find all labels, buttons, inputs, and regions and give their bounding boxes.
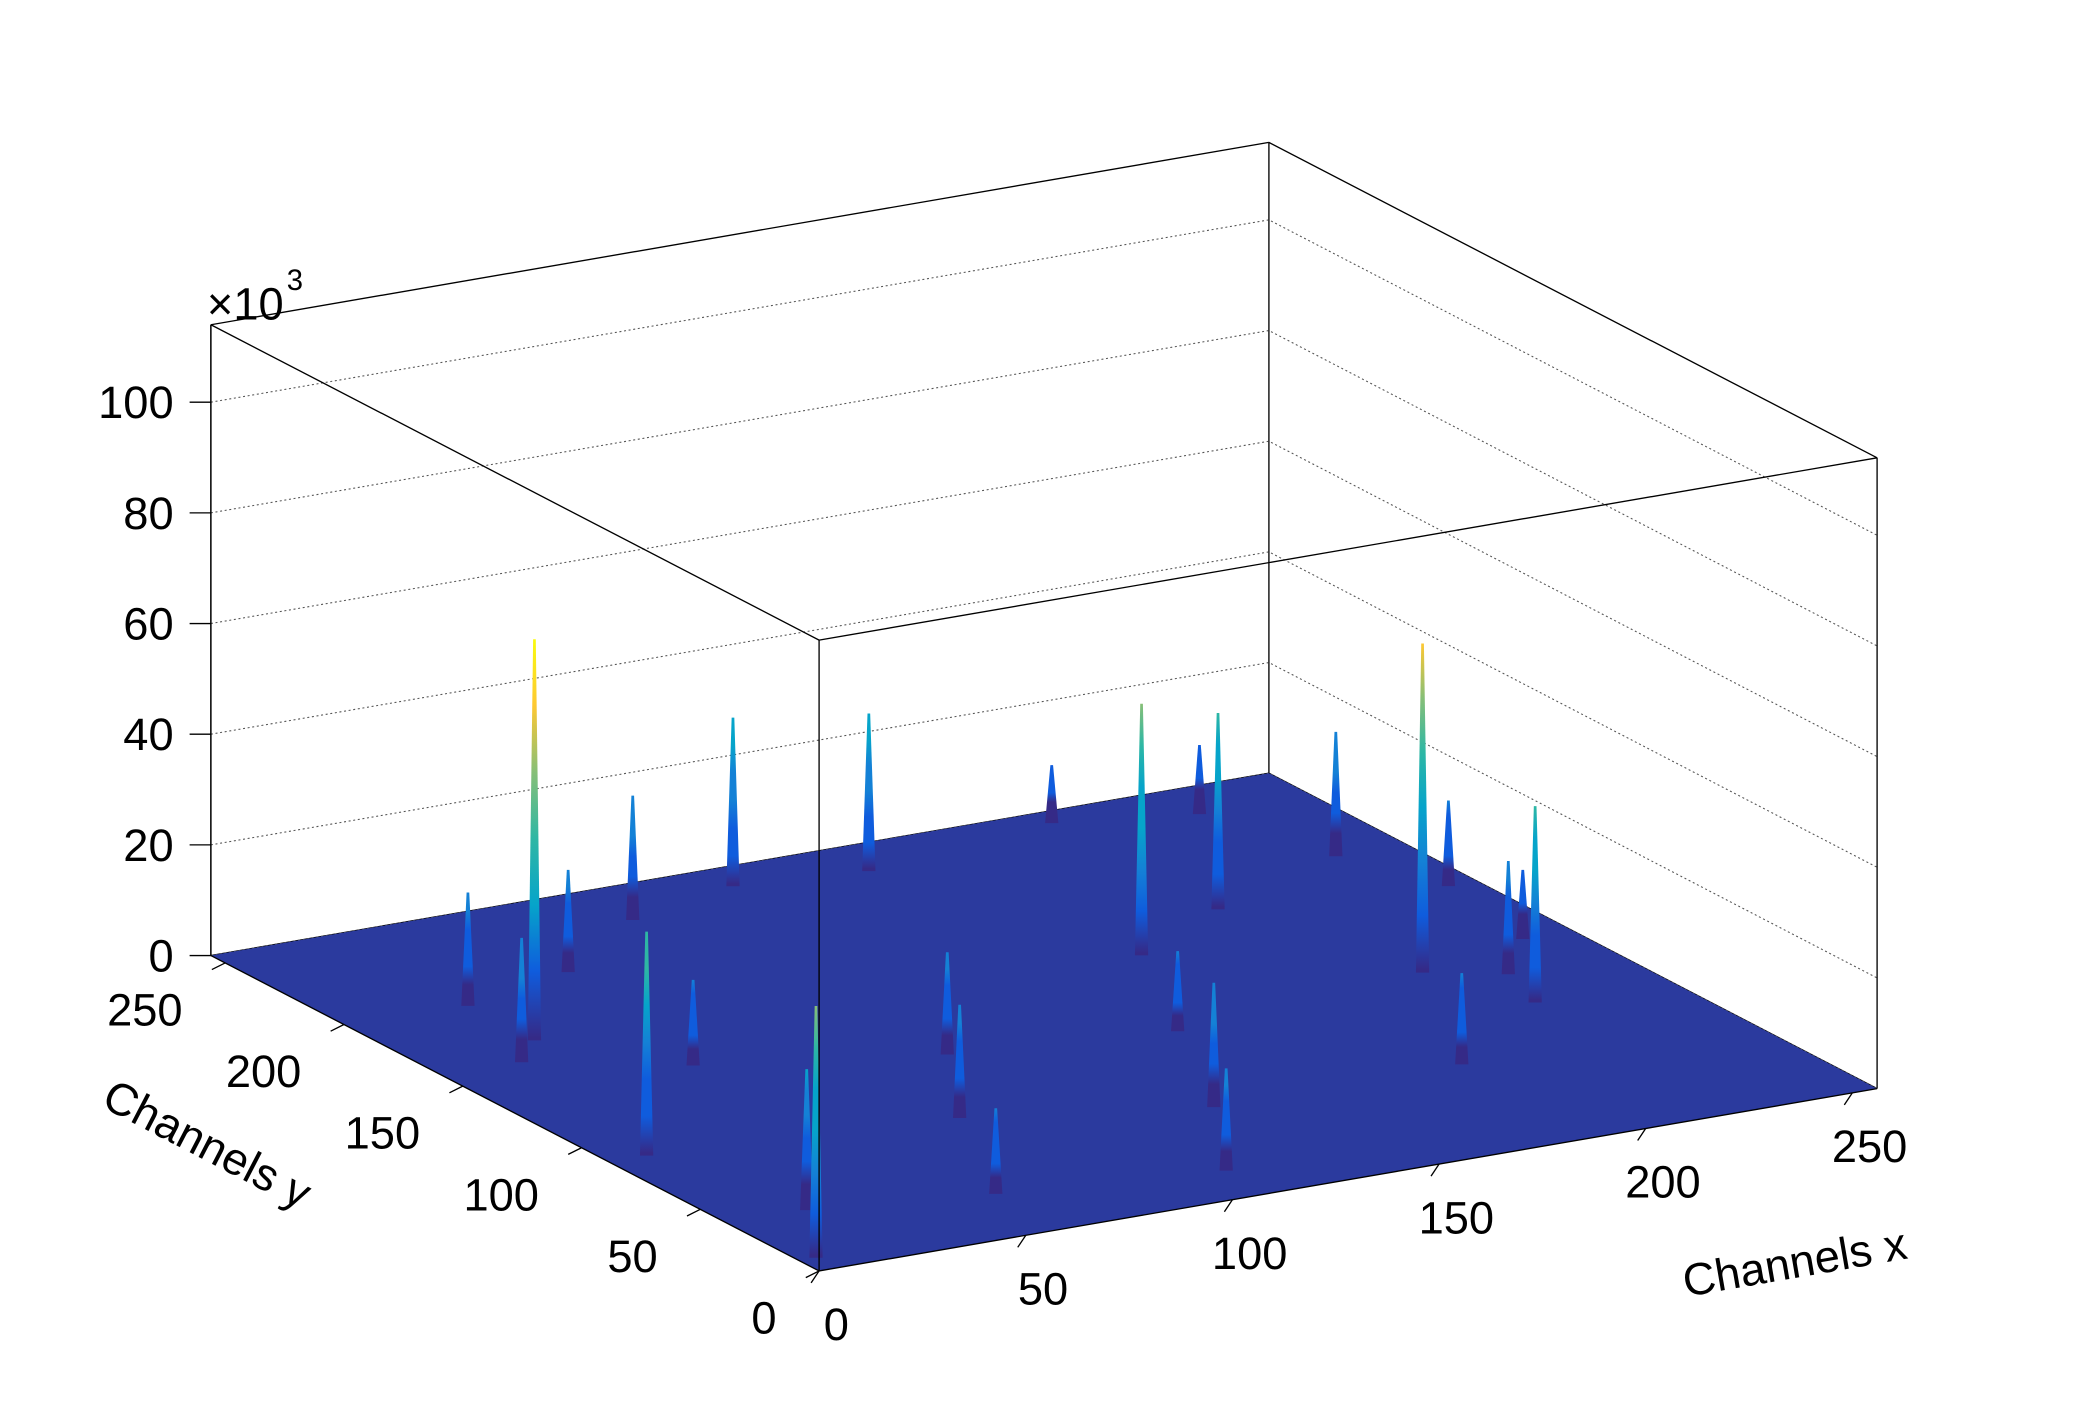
x-tick-label: 0	[824, 1299, 849, 1350]
spike	[1219, 1068, 1233, 1171]
spike	[1045, 765, 1059, 824]
axis-line	[210, 954, 820, 1272]
y-tick-label: 150	[345, 1108, 420, 1159]
spike	[989, 1108, 1003, 1194]
spike	[1528, 806, 1542, 1003]
x-tick	[1017, 1234, 1027, 1248]
x-tick-label: 250	[1832, 1121, 1907, 1172]
spike	[1501, 860, 1515, 975]
spike	[940, 952, 954, 1055]
grid-line	[210, 440, 1878, 758]
y-tick	[211, 962, 226, 971]
spike	[1207, 982, 1221, 1108]
spike	[527, 639, 542, 1041]
spike	[1171, 951, 1185, 1032]
spike	[953, 1004, 967, 1119]
z-multiplier-exponent: 3	[287, 265, 303, 297]
y-tick	[330, 1023, 345, 1032]
y-tick-label: 0	[751, 1292, 776, 1343]
spike	[461, 892, 475, 1006]
y-tick	[449, 1085, 464, 1094]
x-tick-label: 200	[1625, 1157, 1700, 1208]
z-tick-label: 80	[123, 488, 173, 539]
y-tick	[805, 1270, 820, 1279]
x-tick	[810, 1270, 820, 1284]
x-tick-label: 150	[1419, 1192, 1494, 1243]
spike	[1441, 800, 1456, 887]
spike	[800, 1069, 814, 1211]
z-tick-label: 40	[123, 709, 173, 760]
z-tick-label: 100	[98, 377, 173, 428]
y-tick-label: 100	[463, 1169, 538, 1220]
x-tick-label: 50	[1018, 1264, 1068, 1315]
spike	[1516, 869, 1530, 939]
z-tick-label: 20	[123, 820, 173, 871]
spike	[514, 937, 529, 1063]
x-tick	[1223, 1199, 1233, 1213]
spike	[1329, 731, 1343, 857]
spike	[1211, 713, 1225, 910]
y-tick	[567, 1147, 582, 1155]
box-edge	[1268, 141, 1878, 459]
y-tick-label: 200	[226, 1046, 301, 1097]
box-edge	[210, 141, 1270, 326]
z-multiplier: ×10	[207, 278, 284, 329]
z-tick-label: 60	[123, 598, 173, 649]
spike	[1192, 745, 1207, 815]
x-tick	[1843, 1092, 1853, 1106]
spike	[1134, 703, 1149, 956]
box-edge	[818, 457, 1878, 641]
spike	[639, 931, 654, 1156]
x-tick	[1430, 1163, 1440, 1177]
grid-line	[210, 219, 1878, 536]
box-edge	[210, 324, 820, 641]
x-tick-label: 100	[1212, 1228, 1287, 1279]
spike	[726, 717, 740, 887]
x-tick	[1637, 1128, 1647, 1141]
spike	[686, 979, 700, 1066]
spike	[1415, 643, 1430, 973]
grid-line	[210, 329, 1878, 647]
y-tick	[686, 1208, 701, 1217]
z-tick-label: 0	[148, 931, 173, 982]
axis-line	[818, 1087, 1878, 1272]
y-tick-label: 50	[607, 1231, 657, 1282]
x-axis-label: Channels x	[1679, 1218, 1911, 1307]
spike	[561, 869, 575, 973]
spike	[862, 713, 876, 872]
spike	[1455, 973, 1469, 1065]
spike	[626, 795, 640, 920]
y-tick-label: 250	[107, 984, 182, 1035]
